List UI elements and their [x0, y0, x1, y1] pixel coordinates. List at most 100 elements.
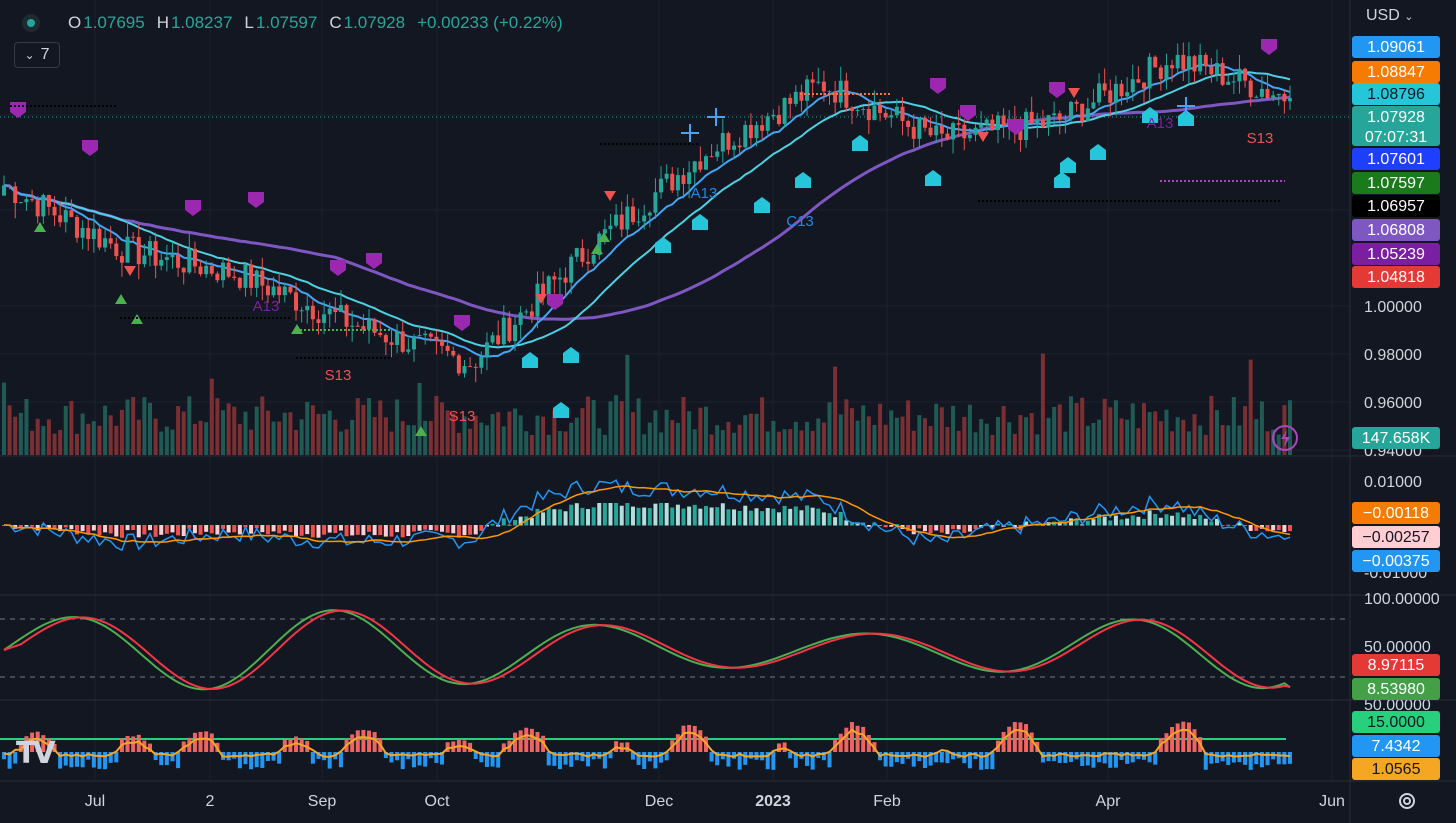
- candle-body: [726, 133, 731, 150]
- volume-bar: [1276, 434, 1281, 455]
- candle-body: [687, 172, 692, 184]
- candle-body: [108, 238, 113, 244]
- adx-bar: [934, 752, 939, 763]
- volume-bar: [855, 420, 860, 455]
- volume-bar: [1136, 428, 1141, 455]
- macd-histogram-bar: [866, 525, 871, 527]
- adx-bar: [580, 752, 585, 762]
- macd-histogram-bar: [917, 525, 922, 529]
- candle-body: [249, 264, 254, 288]
- candle-body: [670, 173, 675, 191]
- macd-histogram-bar: [24, 525, 29, 527]
- volume-bar: [546, 434, 551, 455]
- adx-bar: [546, 752, 551, 766]
- candle-body: [30, 199, 35, 201]
- macd-histogram-bar: [574, 503, 579, 526]
- volume-bar: [417, 382, 422, 455]
- adx-bar: [1226, 752, 1231, 765]
- macd-label-bg: [1352, 526, 1440, 548]
- volume-bar: [52, 433, 57, 455]
- macd-histogram-bar: [995, 523, 1000, 526]
- candle-body: [159, 259, 164, 266]
- adx-bar: [743, 752, 748, 765]
- macd-histogram-bar: [406, 525, 411, 537]
- high-value: 1.08237: [170, 13, 233, 32]
- candle-body: [1175, 54, 1180, 69]
- volume-bar: [535, 415, 540, 455]
- currency-selector[interactable]: USD ⌄: [1366, 7, 1413, 25]
- open-value: 1.07695: [83, 13, 145, 32]
- bearish-signal-marker: [960, 105, 976, 121]
- candle-body: [344, 305, 349, 327]
- moving-averages: [3, 63, 1291, 358]
- adx-bar: [1007, 726, 1012, 752]
- macd-histogram-bar: [619, 505, 624, 526]
- volume-bar: [962, 416, 967, 455]
- macd-histogram-bar: [299, 525, 304, 536]
- price-label: 1.08796: [1367, 86, 1425, 103]
- indicators-toggle-button[interactable]: ⌄ 7: [14, 42, 60, 68]
- adx-bar: [13, 752, 18, 764]
- volume-bar: [1220, 425, 1225, 455]
- adx-bar: [529, 728, 534, 752]
- volume-bar: [91, 421, 96, 455]
- candle-body: [1136, 79, 1141, 83]
- low-label: L: [244, 13, 254, 32]
- candle-body: [557, 277, 562, 280]
- macd-histogram-bar: [372, 525, 377, 536]
- candle-body: [984, 119, 989, 125]
- adx-bar: [159, 752, 164, 766]
- macd-histogram-bar: [1057, 523, 1062, 526]
- volume-bar: [237, 423, 242, 455]
- adx-bar: [58, 752, 63, 769]
- volume-bar: [939, 407, 944, 455]
- macd-histogram-bar: [119, 525, 124, 538]
- candle-body: [1024, 111, 1029, 141]
- macd-histogram-bar: [75, 525, 80, 535]
- candle-body: [552, 276, 557, 280]
- macd-histogram-bar: [91, 525, 96, 531]
- adx-bar: [479, 752, 484, 763]
- candle-body: [372, 319, 377, 333]
- tradingview-logo[interactable]: TV: [16, 736, 56, 771]
- macd-histogram-bar: [114, 525, 119, 537]
- gear-icon[interactable]: [1396, 790, 1418, 812]
- adx-bar: [271, 752, 276, 761]
- volume-bar: [232, 406, 237, 455]
- candle-body: [131, 236, 136, 238]
- adx-bar: [423, 752, 428, 767]
- macd-histogram-bar: [338, 525, 343, 531]
- volume-bar: [125, 399, 130, 455]
- price-label: 1.06957: [1367, 198, 1425, 215]
- candle-body: [754, 125, 759, 139]
- candle-body: [271, 286, 276, 296]
- ma-fast-line: [3, 63, 1291, 358]
- macd-histogram-bar: [614, 503, 619, 526]
- grid-lines: [0, 0, 1350, 780]
- macd-histogram-bar: [451, 525, 456, 534]
- macd-histogram-bar: [1164, 514, 1169, 526]
- adx-bar: [1175, 723, 1180, 752]
- stoch-label: 8.53980: [1367, 681, 1425, 698]
- candle-body: [451, 350, 456, 356]
- candle-body: [456, 355, 461, 374]
- adx-bar: [265, 752, 270, 761]
- volume-bar: [1113, 400, 1118, 455]
- candle-body: [226, 262, 231, 277]
- bullish-signal-marker: [852, 135, 868, 151]
- volume-bar: [1175, 417, 1180, 455]
- volume-bar: [2, 382, 6, 455]
- candle-body: [299, 310, 304, 312]
- volume-bar: [557, 431, 562, 455]
- price-label: 1.07601: [1367, 151, 1425, 168]
- adx-bar: [726, 752, 731, 767]
- adx-bar: [788, 752, 793, 759]
- volume-bar: [209, 378, 214, 455]
- volume-bar: [1029, 413, 1034, 455]
- volume-bar: [524, 431, 529, 455]
- candle-body: [1153, 56, 1158, 68]
- candle-body: [602, 229, 607, 234]
- macd-histogram-bar: [1130, 515, 1135, 526]
- adx-bar: [1243, 752, 1248, 765]
